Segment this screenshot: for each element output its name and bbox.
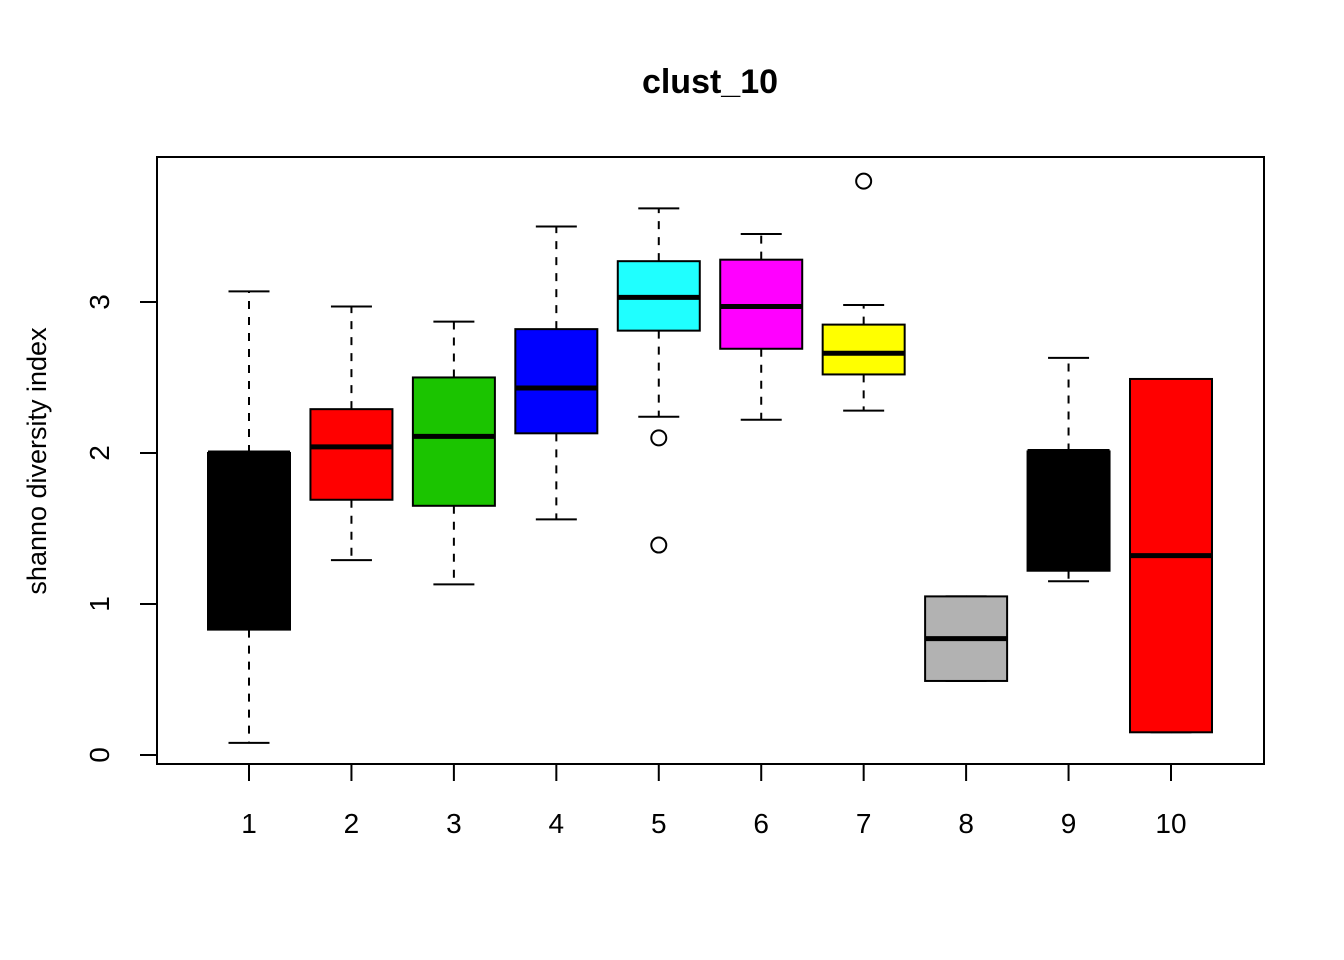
outlier-point [855, 172, 873, 190]
box-5 [616, 207, 701, 554]
box-2 [309, 305, 394, 562]
x-tick-label: 5 [651, 808, 667, 839]
x-tick-label: 8 [958, 808, 974, 839]
y-axis: 0 1 2 3 [84, 294, 158, 763]
x-tick-label: 10 [1155, 808, 1186, 839]
box-rect [411, 376, 496, 507]
x-tick-label: 4 [549, 808, 565, 839]
y-tick-label: 1 [84, 596, 115, 612]
box-rect [514, 328, 599, 435]
x-tick-label: 9 [1061, 808, 1077, 839]
box-10 [1129, 377, 1213, 734]
y-axis-label: shanno diversity index [22, 327, 52, 595]
outlier-point [650, 429, 668, 447]
x-tick-label: 7 [856, 808, 872, 839]
boxes-group [207, 172, 1213, 744]
y-tick-label: 2 [84, 445, 115, 461]
box-rect [1026, 450, 1111, 572]
box-1 [207, 290, 291, 744]
x-tick-label: 2 [344, 808, 360, 839]
box-7 [821, 172, 906, 412]
x-tick-label: 1 [241, 808, 257, 839]
y-tick-label: 3 [84, 294, 115, 310]
outlier-point [650, 536, 668, 554]
box-rect [821, 323, 906, 376]
box-6 [719, 233, 804, 421]
box-rect [207, 451, 291, 631]
x-tick-label: 6 [753, 808, 769, 839]
box-8 [924, 595, 1009, 682]
chart-title: clust_10 [642, 63, 778, 101]
x-axis: 1 2 3 4 5 6 7 8 9 10 [241, 763, 1187, 839]
box-3 [411, 320, 496, 586]
box-4 [514, 225, 599, 521]
y-tick-label: 0 [84, 747, 115, 763]
box-9 [1026, 356, 1111, 583]
x-tick-label: 3 [446, 808, 462, 839]
box-rect [309, 408, 394, 501]
